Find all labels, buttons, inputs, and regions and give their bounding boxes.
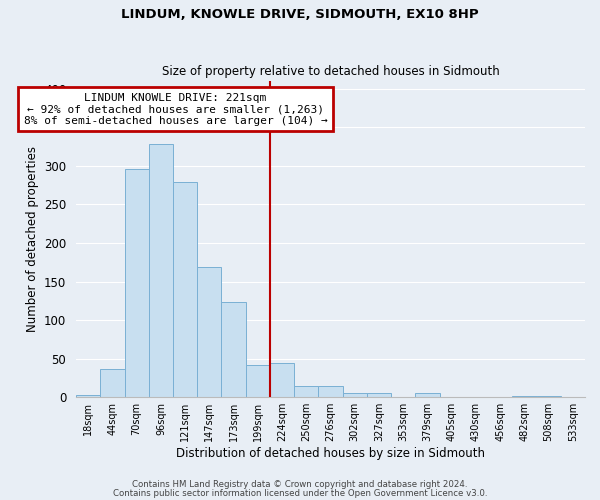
Text: LINDUM, KNOWLE DRIVE, SIDMOUTH, EX10 8HP: LINDUM, KNOWLE DRIVE, SIDMOUTH, EX10 8HP [121, 8, 479, 20]
Bar [367, 392, 391, 397]
Bar [246, 365, 270, 397]
Bar [173, 182, 197, 397]
Bar [319, 386, 343, 397]
Title: Size of property relative to detached houses in Sidmouth: Size of property relative to detached ho… [161, 66, 499, 78]
Bar [512, 396, 536, 397]
Text: LINDUM KNOWLE DRIVE: 221sqm
← 92% of detached houses are smaller (1,263)
8% of s: LINDUM KNOWLE DRIVE: 221sqm ← 92% of det… [23, 92, 328, 126]
Text: Contains HM Land Registry data © Crown copyright and database right 2024.: Contains HM Land Registry data © Crown c… [132, 480, 468, 489]
Bar [270, 362, 294, 397]
Bar [197, 267, 221, 397]
Bar [294, 386, 319, 397]
Bar [149, 144, 173, 397]
Bar [415, 392, 440, 397]
Bar [221, 302, 246, 397]
X-axis label: Distribution of detached houses by size in Sidmouth: Distribution of detached houses by size … [176, 447, 485, 460]
Bar [536, 396, 561, 397]
Bar [343, 394, 367, 397]
Y-axis label: Number of detached properties: Number of detached properties [26, 146, 38, 332]
Bar [125, 169, 149, 397]
Bar [76, 395, 100, 397]
Bar [100, 370, 125, 397]
Text: Contains public sector information licensed under the Open Government Licence v3: Contains public sector information licen… [113, 488, 487, 498]
